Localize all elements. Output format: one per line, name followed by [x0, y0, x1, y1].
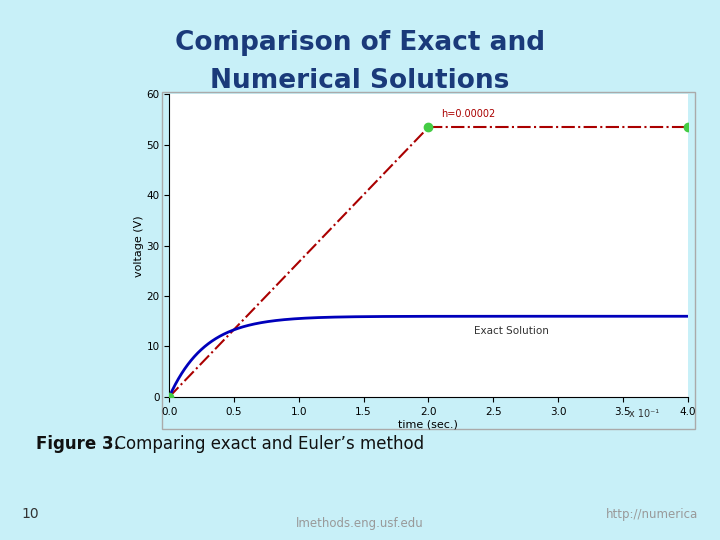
Text: Numerical Solutions: Numerical Solutions	[210, 68, 510, 93]
Text: 10: 10	[22, 507, 39, 521]
Text: h=0.00002: h=0.00002	[441, 109, 495, 119]
Text: http://numerica: http://numerica	[606, 508, 698, 521]
Text: Comparing exact and Euler’s method: Comparing exact and Euler’s method	[104, 435, 425, 453]
Text: Exact Solution: Exact Solution	[474, 326, 549, 336]
Text: Figure 3.: Figure 3.	[36, 435, 120, 453]
X-axis label: time (sec.): time (sec.)	[398, 420, 459, 429]
Y-axis label: voltage (V): voltage (V)	[134, 215, 143, 276]
Text: x 10⁻¹: x 10⁻¹	[629, 409, 659, 420]
Text: lmethods.eng.usf.edu: lmethods.eng.usf.edu	[296, 517, 424, 530]
Text: Comparison of Exact and: Comparison of Exact and	[175, 30, 545, 56]
